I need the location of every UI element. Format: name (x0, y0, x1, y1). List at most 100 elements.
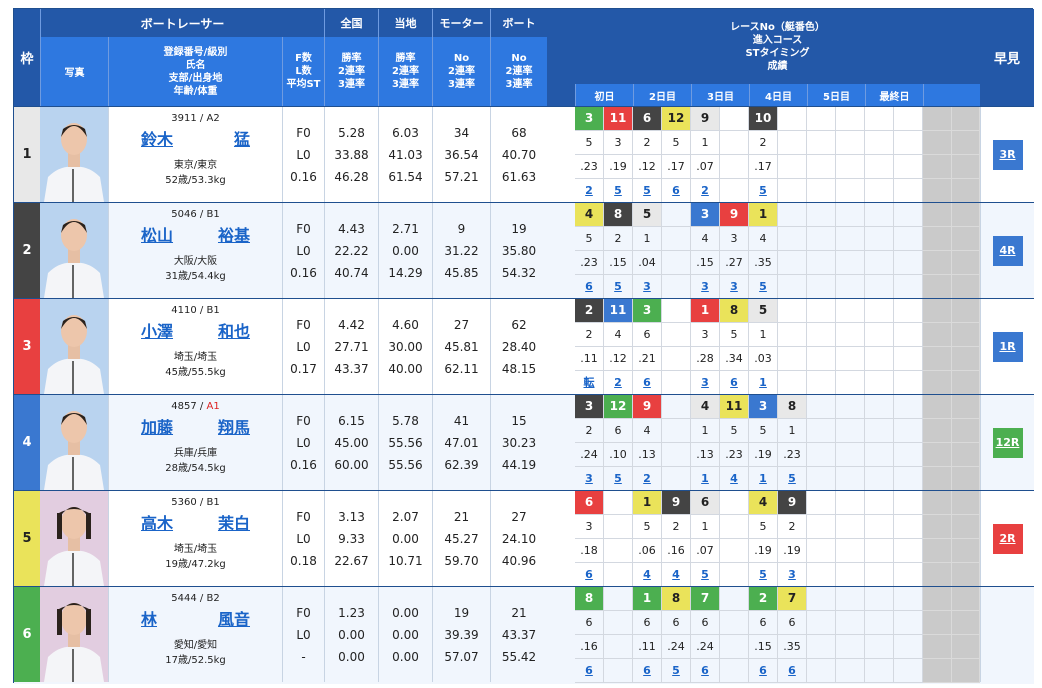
result-link[interactable]: 5 (614, 472, 622, 485)
result-link[interactable]: 5 (672, 664, 680, 677)
result-link[interactable]: 2 (701, 184, 709, 197)
racer-name-link[interactable]: 高木 茉白 (109, 510, 282, 534)
result-cell[interactable]: 5 (778, 467, 807, 491)
result-cell[interactable]: 3 (633, 275, 662, 299)
result-cell[interactable]: 6 (691, 659, 720, 683)
hayami-button[interactable]: 2R (992, 523, 1023, 554)
result-link[interactable]: 4 (730, 472, 738, 485)
result-link[interactable]: 5 (759, 280, 767, 293)
result-link[interactable]: 6 (730, 376, 738, 389)
result-link[interactable]: 5 (759, 184, 767, 197)
result-cell[interactable]: 6 (575, 659, 604, 683)
racer-family-name: 松山 (141, 226, 174, 245)
result-cell[interactable]: 3 (778, 563, 807, 587)
racer-photo[interactable] (40, 395, 108, 490)
racer-photo[interactable] (40, 299, 108, 394)
result-cell[interactable]: 5 (633, 179, 662, 203)
result-cell[interactable]: 6 (575, 563, 604, 587)
result-cell[interactable]: 6 (720, 371, 749, 395)
hayami-button[interactable]: 12R (992, 427, 1023, 458)
racer-name-link[interactable]: 小澤 和也 (109, 318, 282, 342)
result-link[interactable]: 5 (788, 472, 796, 485)
result-cell[interactable]: 6 (575, 275, 604, 299)
result-link[interactable]: 3 (701, 376, 709, 389)
result-cell[interactable]: 3 (691, 275, 720, 299)
result-link[interactable]: 3 (788, 568, 796, 581)
st-timing-cell: .23 (575, 155, 604, 179)
result-link[interactable]: 3 (730, 280, 738, 293)
result-link[interactable]: 2 (585, 184, 593, 197)
result-cell[interactable]: 6 (749, 659, 778, 683)
result-link[interactable]: 3 (585, 472, 593, 485)
result-cell[interactable]: 6 (633, 371, 662, 395)
result-link[interactable]: 2 (643, 472, 651, 485)
result-cell[interactable]: 1 (691, 467, 720, 491)
race-cell-empty (894, 227, 923, 251)
result-cell[interactable]: 4 (720, 467, 749, 491)
result-link[interactable]: 5 (759, 568, 767, 581)
result-link[interactable]: 転 (583, 376, 595, 389)
result-cell[interactable]: 2 (633, 467, 662, 491)
racer-name-link[interactable]: 加藤 翔馬 (109, 414, 282, 438)
result-cell[interactable]: 5 (662, 659, 691, 683)
result-link[interactable]: 4 (672, 568, 680, 581)
result-cell[interactable]: 1 (749, 371, 778, 395)
hayami-button[interactable]: 1R (992, 331, 1023, 362)
result-link[interactable]: 6 (788, 664, 796, 677)
zenkoku-stat-2: 22.22 (334, 243, 369, 258)
result-cell[interactable]: 3 (575, 467, 604, 491)
result-link[interactable]: 5 (614, 184, 622, 197)
result-cell[interactable]: 6 (778, 659, 807, 683)
result-cell[interactable]: 6 (662, 179, 691, 203)
result-cell[interactable]: 5 (604, 179, 633, 203)
result-link[interactable]: 6 (643, 664, 651, 677)
result-cell[interactable]: 5 (604, 275, 633, 299)
result-link[interactable]: 6 (585, 664, 593, 677)
result-link[interactable]: 6 (585, 280, 593, 293)
result-cell[interactable]: 3 (691, 371, 720, 395)
result-link[interactable]: 3 (701, 280, 709, 293)
result-link[interactable]: 6 (643, 376, 651, 389)
result-link[interactable]: 5 (614, 280, 622, 293)
result-cell[interactable]: 4 (662, 563, 691, 587)
result-cell[interactable]: 2 (604, 371, 633, 395)
result-cell[interactable]: 5 (749, 563, 778, 587)
result-cell[interactable]: 5 (691, 563, 720, 587)
result-link[interactable]: 3 (643, 280, 651, 293)
result-link[interactable]: 1 (701, 472, 709, 485)
hayami-button[interactable]: 4R (992, 235, 1023, 266)
racer-photo[interactable] (40, 203, 108, 298)
result-cell[interactable]: 6 (633, 659, 662, 683)
result-cell[interactable]: 5 (604, 467, 633, 491)
result-link[interactable]: 6 (585, 568, 593, 581)
race-cell-empty (778, 131, 807, 155)
result-link[interactable]: 1 (759, 472, 767, 485)
result-link[interactable]: 5 (701, 568, 709, 581)
day-header-1: 初日 (575, 84, 633, 106)
result-link[interactable]: 1 (759, 376, 767, 389)
result-cell[interactable]: 4 (633, 563, 662, 587)
racer-name-link[interactable]: 林 風音 (109, 606, 282, 630)
result-link[interactable]: 6 (672, 184, 680, 197)
result-link[interactable]: 6 (759, 664, 767, 677)
result-cell[interactable]: 3 (720, 275, 749, 299)
result-cell[interactable]: 1 (749, 467, 778, 491)
result-link[interactable]: 2 (614, 376, 622, 389)
race-cell-empty (778, 251, 807, 275)
result-cell[interactable]: 2 (691, 179, 720, 203)
result-link[interactable]: 6 (701, 664, 709, 677)
result-link[interactable]: 5 (643, 184, 651, 197)
racer-photo[interactable] (40, 587, 108, 682)
racer-name-link[interactable]: 松山 裕基 (109, 222, 282, 246)
result-cell[interactable]: 5 (749, 179, 778, 203)
result-cell[interactable]: 2 (575, 179, 604, 203)
result-link[interactable]: 4 (643, 568, 651, 581)
result-cell[interactable]: 転 (575, 371, 604, 395)
racer-name-link[interactable]: 鈴木 猛 (109, 126, 282, 150)
racer-photo[interactable] (40, 491, 108, 586)
result-cell[interactable]: 5 (749, 275, 778, 299)
hayami-button[interactable]: 3R (992, 139, 1023, 170)
entry-course: 2 (672, 520, 680, 533)
racer-photo[interactable] (40, 107, 108, 202)
header-hayami: 早見 (980, 9, 1034, 106)
